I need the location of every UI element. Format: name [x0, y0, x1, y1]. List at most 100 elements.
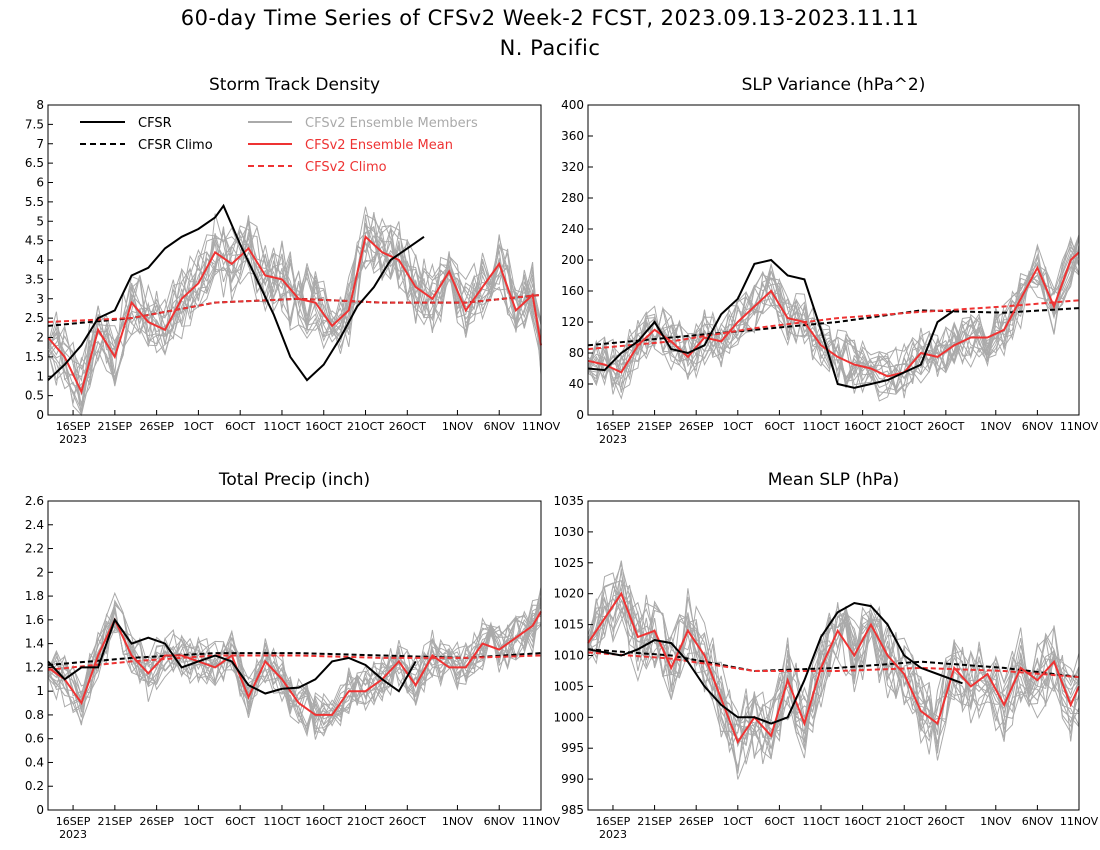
- x-tick-label: 21OCT: [347, 420, 384, 433]
- ensemble-member-line: [47, 595, 542, 726]
- x-tick-label: 21OCT: [347, 815, 384, 828]
- ensemble-member-line: [47, 215, 542, 417]
- ensemble-member-line: [587, 572, 1080, 750]
- x-tick-label: 1NOV: [980, 815, 1012, 828]
- x-tick-label: 1NOV: [442, 815, 474, 828]
- x-tick-label: 11OCT: [263, 420, 300, 433]
- x-tick-label: 1OCT: [723, 815, 753, 828]
- x-tick-label: 6OCT: [764, 420, 794, 433]
- x-tick-label: 21OCT: [886, 420, 923, 433]
- x-tick-label: 1OCT: [723, 420, 753, 433]
- y-tick-label: 7.5: [25, 117, 44, 131]
- x-tick-label: 26OCT: [389, 420, 426, 433]
- y-tick-label: 1: [36, 684, 44, 698]
- x-tick-label: 21SEP: [98, 420, 133, 433]
- y-tick-label: 0: [36, 803, 44, 817]
- ensemble-member-line: [47, 206, 542, 389]
- ensemble-member-line: [47, 214, 542, 416]
- y-tick-label: 40: [569, 377, 584, 391]
- series-cfsr: [587, 258, 955, 389]
- x-tick-label: 21SEP: [637, 420, 672, 433]
- x-year-label: 2023: [59, 828, 87, 841]
- y-tick-label: 0.5: [25, 389, 44, 403]
- ensemble-member-line: [47, 230, 542, 396]
- series-cfsr-climo: [587, 648, 1080, 679]
- y-tick-label: 0.8: [25, 708, 44, 722]
- y-tick-label: 1.6: [25, 613, 44, 627]
- panel-total-precip: 0 0.2 0.4 0.6 0.8 1 1.2 1.4 1.6 1.8 2 2.2 2.4 2.6 16SE…: [25, 494, 561, 841]
- y-tick-label: 0: [576, 408, 584, 422]
- x-tick-label: 16OCT: [844, 420, 881, 433]
- x-tick-label: 16SEP: [596, 420, 631, 433]
- x-tick-label: 6OCT: [225, 420, 255, 433]
- x-year-label: 2023: [59, 433, 87, 446]
- figure-subtitle: N. Pacific: [499, 36, 601, 60]
- ensemble-member-line: [47, 622, 542, 732]
- panel-slp-variance: 0 40 80 120 160 200 240 280 320 360 400 16SEP 21SEP 2…: [561, 98, 1098, 446]
- ensemble-members: [587, 560, 1080, 780]
- x-tick-label: 21SEP: [98, 815, 133, 828]
- y-tick-label: 1: [36, 369, 44, 383]
- plot-frame: [47, 500, 542, 811]
- y-tick-label: 990: [561, 772, 584, 786]
- y-tick-label: 0.2: [25, 779, 44, 793]
- panel-storm-track: 0 0.5 1 1.5 2 2.5 3 3.5 4 4.5 5 5.5 6 6.5 7 7.5 8 16SEP 21…: [25, 98, 561, 446]
- y-tick-label: 995: [561, 741, 584, 755]
- y-tick-label: 280: [561, 191, 584, 205]
- x-tick-label: 26SEP: [139, 420, 174, 433]
- x-tick-label: 6OCT: [225, 815, 255, 828]
- panel-mean-slp: 985 990 995 1000 1005 1010 1015 1020 1025 1030 103…: [553, 494, 1098, 841]
- x-tick-label: 16SEP: [596, 815, 631, 828]
- x-tick-label: 26SEP: [679, 420, 714, 433]
- y-tick-label: 1000: [553, 710, 584, 724]
- legend-cfsv2-climo-label: CFSv2 Climo: [305, 160, 387, 175]
- ensemble-member-line: [587, 584, 1080, 750]
- x-tick-label: 6NOV: [1022, 420, 1054, 433]
- legend-cfsr-climo-label: CFSR Climo: [138, 138, 213, 153]
- x-year-label: 2023: [599, 828, 627, 841]
- panel-title-total-precip: Total Precip (inch): [218, 470, 371, 490]
- y-tick-label: 1.4: [25, 637, 44, 651]
- y-tick-label: 8: [36, 98, 44, 112]
- figure-title: 60-day Time Series of CFSv2 Week-2 FCST,…: [180, 6, 920, 30]
- x-tick-label: 16OCT: [305, 815, 342, 828]
- y-tick-label: 2.6: [25, 494, 44, 508]
- y-tick-label: 1030: [553, 525, 584, 539]
- y-tick-label: 985: [561, 803, 584, 817]
- ensemble-member-line: [587, 234, 1080, 392]
- x-tick-label: 16SEP: [56, 815, 91, 828]
- y-tick-label: 0.6: [25, 732, 44, 746]
- x-tick-label: 26OCT: [927, 815, 964, 828]
- x-tick-label: 1NOV: [442, 420, 474, 433]
- x-tick-label: 11NOV: [522, 815, 561, 828]
- legend-mean-label: CFSv2 Ensemble Mean: [305, 138, 453, 153]
- y-tick-label: 160: [561, 284, 584, 298]
- x-year-label: 2023: [599, 433, 627, 446]
- y-tick-label: 1015: [553, 618, 584, 632]
- y-tick-label: 0: [36, 408, 44, 422]
- y-tick-label: 1035: [553, 494, 584, 508]
- y-tick-label: 1.5: [25, 350, 44, 364]
- y-tick-label: 1025: [553, 556, 584, 570]
- x-tick-label: 6NOV: [484, 815, 516, 828]
- series-cfsr: [587, 601, 963, 725]
- y-tick-label: 1.2: [25, 660, 44, 674]
- x-tick-label: 16OCT: [305, 420, 342, 433]
- panel-title-storm-track: Storm Track Density: [208, 75, 381, 95]
- y-tick-label: 2.4: [25, 518, 44, 532]
- x-tick-label: 21SEP: [637, 815, 672, 828]
- x-tick-label: 1OCT: [183, 815, 213, 828]
- y-tick-label: 3.5: [25, 272, 44, 286]
- y-tick-label: 5.5: [25, 195, 44, 209]
- x-tick-label: 6OCT: [764, 815, 794, 828]
- series-cfsr-climo: [587, 307, 1080, 347]
- legend-cfsr-label: CFSR: [138, 116, 172, 131]
- plot-frame: [47, 104, 542, 416]
- y-tick-label: 0.4: [25, 755, 44, 769]
- y-tick-label: 3: [36, 292, 44, 306]
- series-cfsv2-ensemble-mean: [587, 591, 1080, 745]
- series-cfsv2-climo: [47, 654, 542, 671]
- x-tick-label: 11NOV: [1060, 815, 1099, 828]
- y-tick-label: 5: [36, 214, 44, 228]
- legend: CFSR CFSR Climo CFSv2 Ensemble Members CFSv…: [80, 116, 478, 175]
